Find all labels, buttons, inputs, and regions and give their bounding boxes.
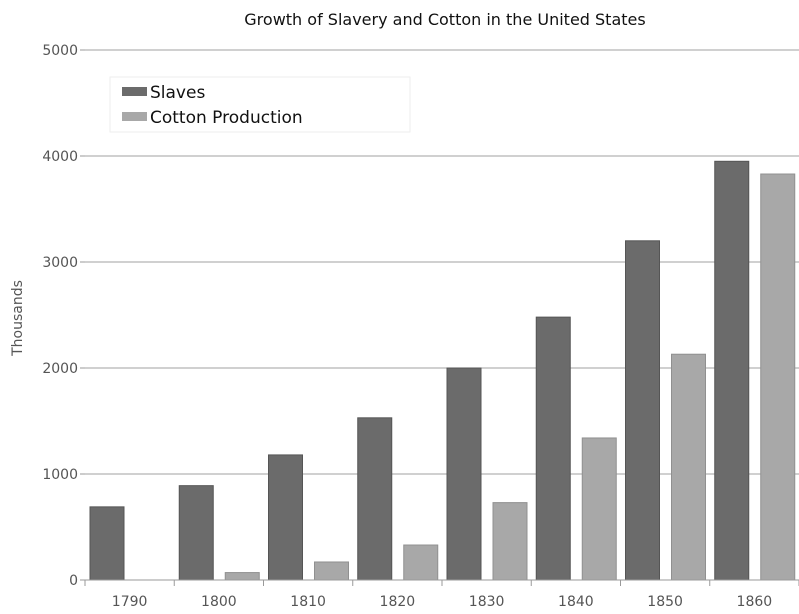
bar-slaves-1850 <box>625 240 660 581</box>
bars <box>89 160 796 581</box>
y-axis-title: Thousands <box>10 280 26 357</box>
legend-swatch-cotton-production <box>122 112 147 121</box>
bar-slaves-1810 <box>268 454 303 581</box>
x-tick-label: 1810 <box>290 594 326 610</box>
bar-slaves-1830 <box>446 367 482 581</box>
bar-slaves-1860 <box>714 160 750 581</box>
y-axis-ticks: 0 1000 2000 3000 4000 5000 <box>42 43 78 589</box>
legend-label-cotton-production: Cotton Production <box>150 108 303 128</box>
bar-cotton-production-1860 <box>760 173 796 581</box>
x-tick-label: 1800 <box>201 594 237 610</box>
bar-slaves-1820 <box>357 417 393 581</box>
x-tick-label: 1850 <box>647 594 683 610</box>
legend: Slaves Cotton Production <box>109 76 411 133</box>
bar-slaves-1840 <box>535 316 571 581</box>
bar-cotton-production-1850 <box>671 353 706 581</box>
y-tick-label: 0 <box>69 573 78 589</box>
bar-slaves-1800 <box>178 485 214 581</box>
y-tick-label: 5000 <box>42 43 78 59</box>
y-tick-label: 3000 <box>42 255 78 271</box>
legend-label-slaves: Slaves <box>150 83 205 103</box>
x-tick-label: 1840 <box>558 594 594 610</box>
x-axis-ticks: 1790 1800 1810 1820 1830 1840 1850 1860 <box>84 580 799 610</box>
bar-cotton-production-1840 <box>581 437 617 581</box>
legend-swatch-slaves <box>122 87 147 96</box>
bar-cotton-production-1800 <box>224 572 260 581</box>
bar-cotton-production-1810 <box>314 561 349 581</box>
x-tick-label: 1860 <box>737 594 773 610</box>
y-tick-label: 2000 <box>42 361 78 377</box>
y-tick-label: 1000 <box>42 467 78 483</box>
x-tick-label: 1830 <box>469 594 505 610</box>
y-tick-label: 4000 <box>42 149 78 165</box>
bar-slaves-1790 <box>89 506 125 581</box>
legend-box <box>109 76 411 133</box>
x-tick-label: 1820 <box>380 594 416 610</box>
bar-cotton-production-1830 <box>492 502 528 581</box>
chart-title: Growth of Slavery and Cotton in the Unit… <box>244 10 645 29</box>
x-tick-label: 1790 <box>112 594 148 610</box>
bar-cotton-production-1820 <box>403 544 439 581</box>
